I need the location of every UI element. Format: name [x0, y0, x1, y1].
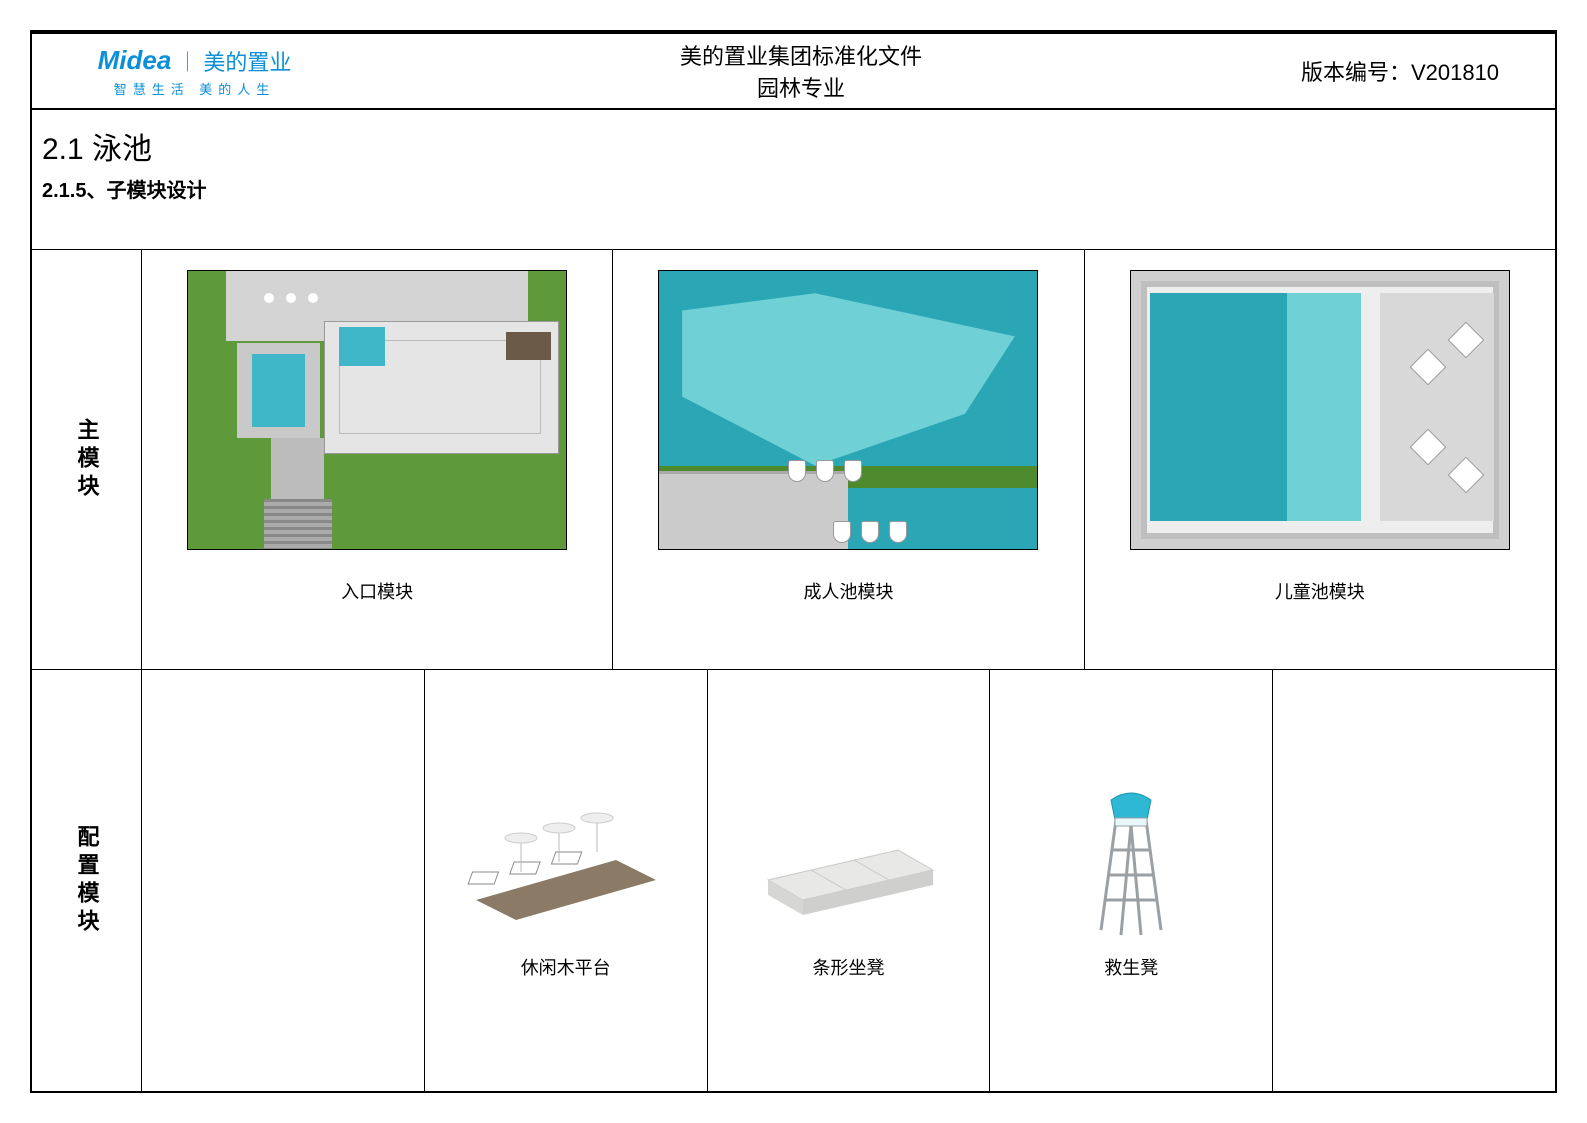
section-number-title: 2.1 泳池 [42, 124, 1545, 168]
row-label-config: 配置模块 [32, 670, 142, 1091]
brand-cn: 美的置业 [203, 45, 291, 77]
doc-title-block: 美的置业集团标准化文件 园林专业 [357, 32, 1245, 110]
config-spacer [142, 670, 425, 1091]
config-module-cell: 条形坐凳 [708, 670, 991, 1091]
section-heading: 2.1 泳池 2.1.5、子模块设计 [32, 110, 1555, 250]
header-row: Midea ｜ 美的置业 智慧生活 美的人生 美的置业集团标准化文件 园林专业 … [32, 32, 1555, 110]
version-block: 版本编号：V201810 [1245, 32, 1555, 110]
bench-image [748, 780, 948, 940]
page-frame: Midea ｜ 美的置业 智慧生活 美的人生 美的置业集团标准化文件 园林专业 … [30, 30, 1557, 1093]
module-caption: 入口模块 [341, 578, 413, 604]
lifeguard-chair-image [1031, 780, 1231, 940]
config-caption: 救生凳 [1104, 954, 1158, 980]
doc-title-line1: 美的置业集团标准化文件 [680, 39, 922, 71]
main-module-cell: 儿童池模块 [1085, 250, 1555, 669]
brand-block: Midea ｜ 美的置业 智慧生活 美的人生 [32, 32, 357, 110]
config-caption: 休闲木平台 [521, 954, 611, 980]
kids-pool-module-image [1130, 270, 1510, 550]
section-sub-title: 2.1.5、子模块设计 [42, 174, 1545, 203]
brand-tagline: 智慧生活 美的人生 [114, 79, 276, 98]
version-label: 版本编号：V201810 [1301, 55, 1499, 87]
main-module-cell: 入口模块 [142, 250, 613, 669]
config-spacer [1273, 670, 1555, 1091]
row-label-main: 主模块 [32, 250, 142, 670]
content-grid: 主模块 入口模块 [32, 250, 1555, 1091]
brand-separator: ｜ [177, 46, 197, 75]
main-modules-row: 入口模块 成人池模块 [142, 250, 1555, 670]
config-modules-row: 休闲木平台 条形坐凳 [142, 670, 1555, 1091]
wood-deck-image [466, 780, 666, 940]
config-caption: 条形坐凳 [812, 954, 884, 980]
brand-mark: Midea [98, 45, 172, 76]
module-caption: 成人池模块 [803, 578, 893, 604]
adult-pool-module-image [658, 270, 1038, 550]
entrance-module-image [187, 270, 567, 550]
config-module-cell: 救生凳 [990, 670, 1273, 1091]
main-module-cell: 成人池模块 [613, 250, 1084, 669]
doc-title-line2: 园林专业 [757, 71, 845, 103]
module-caption: 儿童池模块 [1275, 578, 1365, 604]
config-module-cell: 休闲木平台 [425, 670, 708, 1091]
